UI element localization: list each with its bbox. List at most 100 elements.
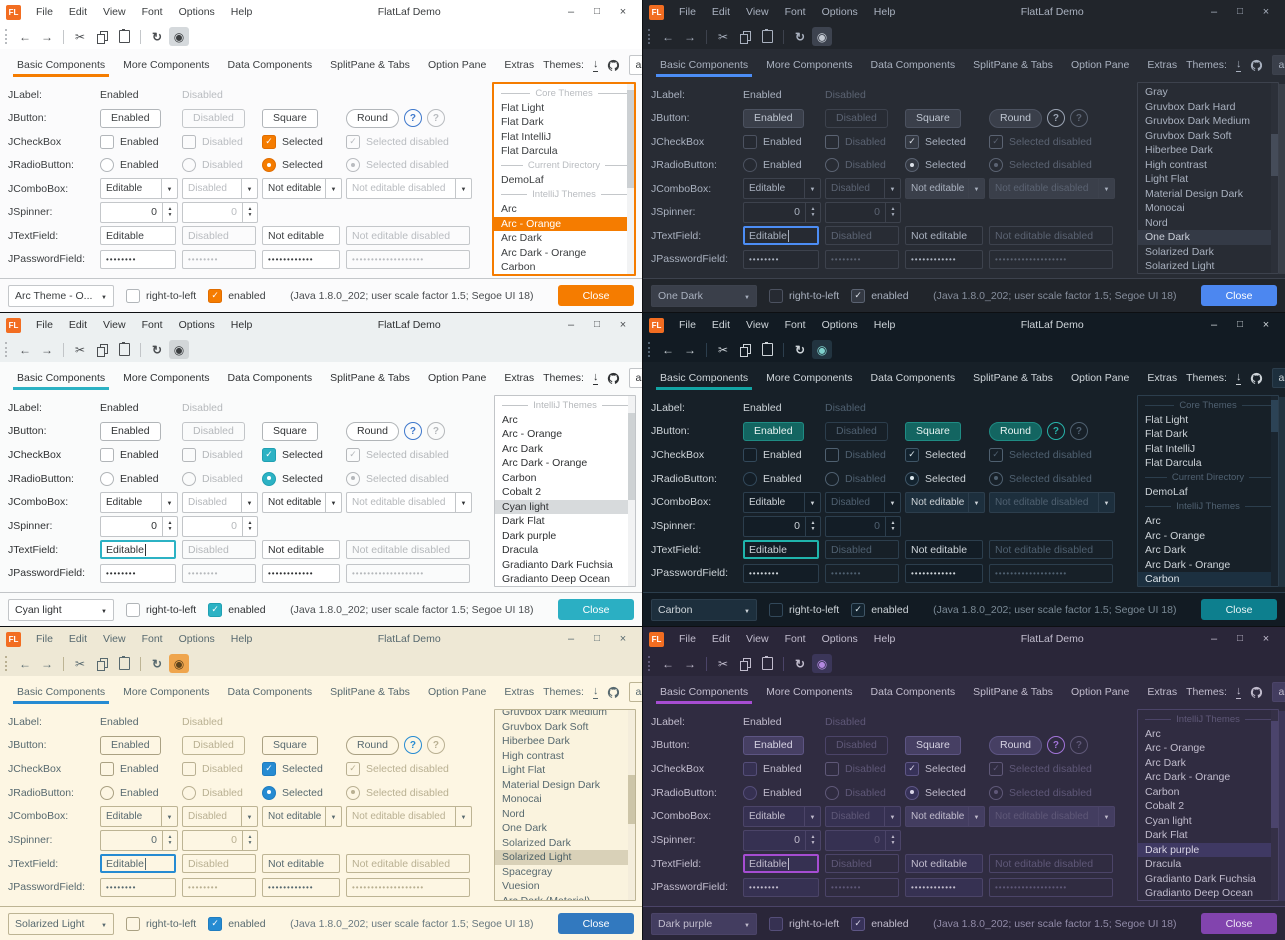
tab-basic-components[interactable]: Basic Components [8,372,114,391]
checkbox-checked-icon[interactable] [208,602,223,617]
theme-list-item[interactable]: Carbon [1138,572,1278,586]
radio-icon[interactable] [100,471,114,486]
menu-file[interactable]: File [679,319,696,331]
round-button[interactable]: Round [346,421,399,441]
theme-list-item[interactable]: Flat IntelliJ [1145,442,1196,455]
chevron-down-icon[interactable] [804,806,820,826]
radio-icon[interactable] [743,158,757,173]
back-icon[interactable] [15,27,35,46]
square-button[interactable]: Square [262,421,318,441]
checkbox-selected[interactable]: Selected [905,447,989,462]
password-field-enabled[interactable]: •••••••• [100,877,176,897]
paste-icon[interactable] [114,340,134,359]
toolbar-grip[interactable] [648,342,651,357]
menu-file[interactable]: File [36,6,53,18]
theme-list-item[interactable]: Vuesion [502,880,540,892]
help-button[interactable]: ? [403,109,422,128]
jtextfield-not-editable[interactable]: Not editable [905,226,983,246]
tab-splitpane-tabs[interactable]: SplitPane & Tabs [330,372,410,384]
maximize-icon[interactable]: □ [1236,319,1244,330]
theme-list-item[interactable]: Cobalt 2 [502,486,542,498]
password-field-not-editable[interactable]: •••••••••••• [262,877,340,897]
theme-list-item[interactable]: Carbon [1145,785,1180,798]
download-icon[interactable] [592,59,599,72]
theme-list-item[interactable]: One Dark [1138,230,1278,245]
combobox-not-editable[interactable]: Not editable [905,491,985,513]
checkbox-checked-icon[interactable] [208,916,223,931]
theme-list-item[interactable]: High contrast [502,749,564,762]
close-button[interactable]: Close [1201,285,1277,306]
spinner-value[interactable]: 0 [151,520,157,533]
forward-icon[interactable] [37,340,57,359]
password-field-enabled[interactable]: •••••••• [743,877,819,897]
theme-list-item[interactable]: Monocai [1145,202,1185,214]
paste-icon[interactable] [757,27,777,46]
chevron-down-icon[interactable] [968,492,984,512]
github-icon[interactable] [607,686,620,699]
theme-list-item[interactable]: DemoLaf [501,174,544,186]
checkbox-selected[interactable]: Selected [905,134,989,149]
maximize-icon[interactable]: □ [1236,6,1244,17]
help-button[interactable]: ? [1046,109,1065,128]
theme-list-item[interactable]: Flat IntelliJ [501,130,552,143]
theme-list-item[interactable]: Arc Dark [1145,756,1186,769]
checkbox-icon[interactable] [769,288,783,303]
theme-list[interactable]: IntelliJ Themes Arc Arc - Orange Arc Dark Ar… [1137,709,1279,901]
github-icon[interactable] [1250,686,1263,699]
tab-splitpane-tabs[interactable]: SplitPane & Tabs [330,59,410,71]
help-button[interactable]: ? [1046,736,1065,755]
spinner-arrows-icon[interactable] [805,202,820,222]
forward-icon[interactable] [37,654,57,673]
checkbox-checked-icon[interactable] [262,447,276,462]
right-to-left-checkbox[interactable]: right-to-left [769,288,839,303]
theme-list-item[interactable]: Gruvbox Dark Hard [1145,100,1236,113]
theme-list-item[interactable]: Gruvbox Dark Soft [1145,129,1232,142]
theme-list-item[interactable]: Arc Dark - Orange [501,246,587,259]
chevron-down-icon[interactable] [325,179,341,199]
checkbox-enabled[interactable]: Enabled [743,447,825,462]
menu-view[interactable]: View [103,6,126,18]
theme-list-item[interactable]: Dracula [1145,858,1182,870]
square-button[interactable]: Square [262,108,318,128]
radio-enabled[interactable]: Enabled [100,158,182,173]
checkbox-icon[interactable] [100,447,114,462]
theme-selector-combo[interactable]: Cyan light [8,598,114,621]
theme-list-item[interactable]: High contrast [1145,158,1207,171]
theme-list-item[interactable]: Gradianto Deep Ocean [1145,887,1253,899]
round-button[interactable]: Round [346,108,399,128]
chevron-down-icon[interactable] [804,492,820,512]
refresh-icon[interactable] [147,27,167,46]
checkbox-enabled[interactable]: Enabled [743,761,825,776]
theme-list-item[interactable]: Arc Dark - Orange [1145,558,1231,571]
forward-icon[interactable] [680,654,700,673]
close-window-icon[interactable]: × [619,319,627,331]
checkbox-icon[interactable] [743,134,757,149]
password-field-not-editable[interactable]: •••••••••••• [905,877,983,897]
right-to-left-checkbox[interactable]: right-to-left [769,916,839,931]
theme-list-item[interactable]: Arc - Orange [502,428,563,440]
themes-filter-combo[interactable]: all [1272,55,1285,75]
spinner-arrows-icon[interactable] [162,830,177,850]
tab-data-components[interactable]: Data Components [227,686,313,698]
square-button[interactable]: Square [905,735,961,755]
jtextfield-not-editable[interactable]: Not editable [262,540,340,560]
theme-list-item[interactable]: Carbon [501,261,536,273]
download-icon[interactable] [1235,372,1242,385]
tab-option-pane[interactable]: Option Pane [1070,686,1130,698]
menu-edit[interactable]: Edit [68,633,88,645]
theme-list-item[interactable]: Gruvbox Dark Medium [502,709,608,718]
forward-icon[interactable] [680,340,700,359]
menu-edit[interactable]: Edit [68,6,88,18]
checkbox-checked-icon[interactable] [851,288,866,303]
themes-filter-combo[interactable]: all [629,55,642,75]
menu-options[interactable]: Options [821,633,858,645]
maximize-icon[interactable]: □ [1236,633,1244,644]
theme-list-item[interactable]: Gray [1145,86,1168,98]
tab-more-components[interactable]: More Components [123,372,210,384]
spinner-value[interactable]: 0 [794,520,800,533]
spinner-enabled[interactable]: 0 [100,515,178,537]
theme-list-scrollbar[interactable] [1271,710,1278,900]
theme-list-item[interactable]: Flat Dark [501,116,544,128]
theme-list-item[interactable]: Gradianto Dark Fuchsia [502,558,613,571]
github-icon[interactable] [607,59,620,72]
